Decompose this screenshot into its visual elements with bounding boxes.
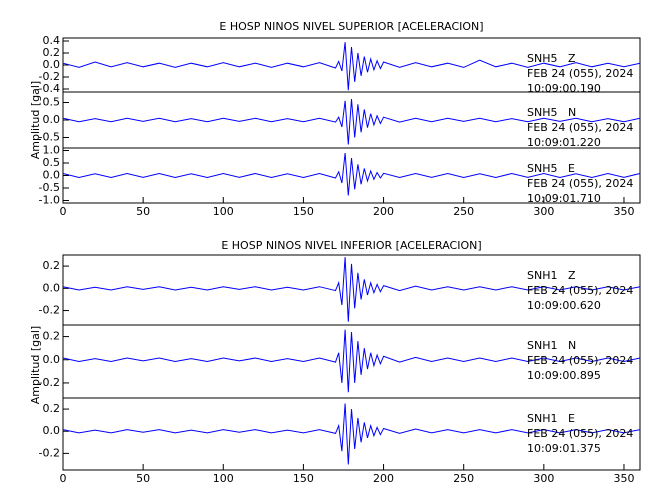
y-tick-label: -0.2 xyxy=(39,70,60,83)
time-label: 10:09:01.710 xyxy=(527,192,601,205)
y-tick-label: 0.0 xyxy=(43,424,61,437)
x-tick-label: 50 xyxy=(136,205,150,218)
y-tick-label: -0.5 xyxy=(39,181,60,194)
y-tick-label: 0.2 xyxy=(43,46,61,59)
y-tick-label: -0.2 xyxy=(39,304,60,317)
y-tick-label: 0.2 xyxy=(43,402,61,415)
x-tick-label: 50 xyxy=(136,472,150,485)
time-label: 10:09:00.895 xyxy=(527,369,601,382)
time-label: 10:09:01.220 xyxy=(527,136,601,149)
y-tick-label: 1.0 xyxy=(43,144,61,157)
y-tick-label: 0.2 xyxy=(43,259,61,272)
x-tick-label: 100 xyxy=(213,205,234,218)
y-tick-label: 0.4 xyxy=(43,34,61,47)
y-tick-label: 0.2 xyxy=(43,330,61,343)
waveform xyxy=(62,403,641,465)
x-tick-label: 150 xyxy=(293,472,314,485)
x-tick-label: 300 xyxy=(533,472,554,485)
x-tick-label: 250 xyxy=(453,472,474,485)
y-tick-label: 0.0 xyxy=(43,113,61,126)
x-tick-label: 0 xyxy=(60,472,67,485)
station-label: SNH5 E xyxy=(527,162,575,175)
date-label: FEB 24 (055), 2024 xyxy=(527,354,633,367)
time-label: 10:09:00.190 xyxy=(527,82,601,95)
station-label: SNH5 N xyxy=(527,106,576,119)
x-tick-label: 350 xyxy=(613,472,634,485)
time-label: 10:09:00.620 xyxy=(527,299,601,312)
station-label: SNH5 Z xyxy=(527,52,576,65)
y-tick-label: 0.0 xyxy=(43,58,61,71)
panel-frame xyxy=(62,397,641,471)
x-tick-label: 200 xyxy=(373,205,394,218)
x-tick-label: 250 xyxy=(453,205,474,218)
y-tick-label: 0.0 xyxy=(43,281,61,294)
waveform xyxy=(62,42,641,91)
panel-title: E HOSP NINOS NIVEL SUPERIOR [ACELERACION… xyxy=(219,20,483,33)
time-label: 10:09:01.375 xyxy=(527,442,601,455)
date-label: FEB 24 (055), 2024 xyxy=(527,427,633,440)
date-label: FEB 24 (055), 2024 xyxy=(527,67,633,80)
y-tick-label: 0.5 xyxy=(43,96,61,109)
y-tick-label: -0.4 xyxy=(39,82,60,95)
x-tick-label: 100 xyxy=(213,472,234,485)
station-label: SNH1 Z xyxy=(527,269,576,282)
waveform xyxy=(62,329,641,393)
panel-title: E HOSP NINOS NIVEL INFERIOR [ACELERACION… xyxy=(221,239,481,252)
waveform xyxy=(62,257,641,322)
y-tick-label: 0.5 xyxy=(43,156,61,169)
x-tick-label: 200 xyxy=(373,472,394,485)
y-tick-label: 0.0 xyxy=(43,353,61,366)
y-axis-label: Amplitud [gal] xyxy=(29,326,42,404)
y-tick-label: -0.2 xyxy=(39,376,60,389)
y-axis-label: Amplitud [gal] xyxy=(29,81,42,159)
y-tick-label: -1.0 xyxy=(39,194,60,207)
y-tick-label: -0.2 xyxy=(39,446,60,459)
date-label: FEB 24 (055), 2024 xyxy=(527,177,633,190)
station-label: SNH1 E xyxy=(527,412,575,425)
y-tick-label: 0.0 xyxy=(43,169,61,182)
x-tick-label: 350 xyxy=(613,205,634,218)
date-label: FEB 24 (055), 2024 xyxy=(527,284,633,297)
y-tick-label: -0.5 xyxy=(39,131,60,144)
waveform xyxy=(62,152,641,196)
x-tick-label: 0 xyxy=(60,205,67,218)
x-tick-label: 300 xyxy=(533,205,554,218)
station-label: SNH1 N xyxy=(527,339,576,352)
x-tick-label: 150 xyxy=(293,205,314,218)
waveform xyxy=(62,98,641,145)
date-label: FEB 24 (055), 2024 xyxy=(527,121,633,134)
